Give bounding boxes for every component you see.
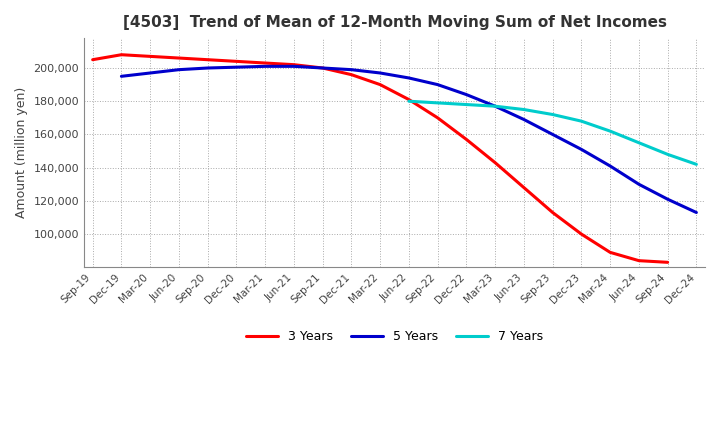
3 Years [289, 62, 298, 67]
7 Years [606, 128, 614, 134]
5 Years [692, 210, 701, 215]
3 Years [232, 59, 240, 64]
5 Years [146, 70, 155, 76]
7 Years [491, 103, 500, 109]
3 Years [634, 258, 643, 263]
5 Years [318, 66, 327, 71]
Line: 5 Years: 5 Years [122, 66, 696, 213]
3 Years [663, 260, 672, 265]
5 Years [174, 67, 183, 72]
Title: [4503]  Trend of Mean of 12-Month Moving Sum of Net Incomes: [4503] Trend of Mean of 12-Month Moving … [122, 15, 667, 30]
Line: 3 Years: 3 Years [93, 55, 667, 262]
5 Years [663, 197, 672, 202]
5 Years [376, 70, 384, 76]
3 Years [462, 137, 471, 142]
5 Years [347, 67, 356, 72]
Y-axis label: Amount (million yen): Amount (million yen) [15, 87, 28, 218]
Legend: 3 Years, 5 Years, 7 Years: 3 Years, 5 Years, 7 Years [241, 325, 548, 348]
7 Years [462, 102, 471, 107]
7 Years [692, 161, 701, 167]
3 Years [520, 185, 528, 190]
3 Years [89, 57, 97, 62]
5 Years [634, 182, 643, 187]
7 Years [405, 99, 413, 104]
3 Years [405, 97, 413, 102]
3 Years [347, 72, 356, 77]
5 Years [549, 132, 557, 137]
5 Years [577, 147, 585, 152]
5 Years [232, 65, 240, 70]
5 Years [405, 75, 413, 81]
5 Years [117, 73, 126, 79]
3 Years [117, 52, 126, 57]
3 Years [577, 231, 585, 237]
3 Years [203, 57, 212, 62]
5 Years [520, 117, 528, 122]
5 Years [491, 103, 500, 109]
3 Years [606, 250, 614, 255]
3 Years [433, 115, 442, 121]
7 Years [433, 100, 442, 106]
3 Years [261, 60, 269, 66]
7 Years [663, 152, 672, 157]
Line: 7 Years: 7 Years [409, 101, 696, 164]
3 Years [174, 55, 183, 61]
5 Years [289, 64, 298, 69]
5 Years [462, 92, 471, 97]
3 Years [318, 66, 327, 71]
3 Years [549, 210, 557, 215]
5 Years [261, 64, 269, 69]
5 Years [606, 163, 614, 169]
3 Years [376, 82, 384, 87]
5 Years [203, 66, 212, 71]
7 Years [577, 118, 585, 124]
3 Years [491, 160, 500, 165]
3 Years [146, 54, 155, 59]
7 Years [634, 140, 643, 145]
7 Years [520, 107, 528, 112]
7 Years [549, 112, 557, 117]
5 Years [433, 82, 442, 87]
